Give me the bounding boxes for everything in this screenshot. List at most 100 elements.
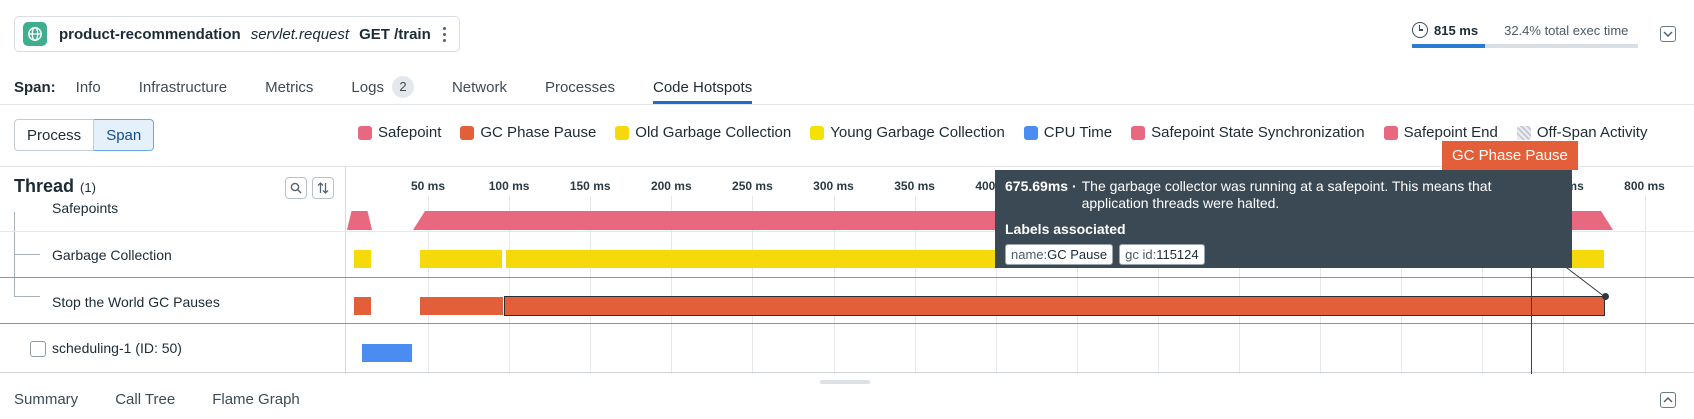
grid-line bbox=[995, 196, 997, 374]
thread-checkbox[interactable] bbox=[30, 341, 46, 357]
row-separator bbox=[0, 372, 1694, 373]
clock-icon bbox=[1412, 22, 1428, 38]
tab-info-label: Info bbox=[75, 78, 101, 96]
legend-label: Off-Span Activity bbox=[1536, 124, 1648, 141]
thread-header: Thread (1) bbox=[14, 176, 96, 197]
axis-tick-label: 150 ms bbox=[569, 179, 611, 193]
tooltip-event-type-badge: GC Phase Pause bbox=[1442, 141, 1578, 170]
row-label-stw-gc-pauses: Stop the World GC Pauses bbox=[52, 294, 220, 310]
axis-tick-label: 200 ms bbox=[650, 179, 692, 193]
grid-line bbox=[1157, 196, 1159, 374]
grid-line bbox=[509, 196, 511, 374]
stw-bar-selected[interactable] bbox=[504, 296, 1605, 316]
tab-network[interactable]: Network bbox=[452, 70, 507, 104]
bottom-tabs: Summary Call Tree Flame Graph bbox=[14, 391, 337, 408]
span-duration: 815 ms 32.4% total exec time bbox=[1412, 20, 1638, 50]
stw-bar[interactable] bbox=[354, 297, 371, 315]
grid-line bbox=[1563, 196, 1565, 374]
legend-label: Old Garbage Collection bbox=[635, 124, 792, 141]
sort-icon bbox=[317, 182, 329, 194]
tab-metrics[interactable]: Metrics bbox=[265, 70, 313, 104]
service-name: product-recommendation bbox=[59, 25, 241, 43]
panel-divider bbox=[345, 166, 346, 374]
axis-tick-label: 250 ms bbox=[732, 179, 773, 193]
tab-logs[interactable]: Logs 2 bbox=[351, 70, 414, 104]
legend-label: CPU Time bbox=[1043, 124, 1113, 141]
axis-tick-label: 350 ms bbox=[894, 179, 935, 193]
grid-line bbox=[914, 196, 916, 374]
safepoint-bar[interactable] bbox=[347, 211, 372, 230]
tab-logs-label: Logs bbox=[351, 78, 384, 96]
grid-line bbox=[1320, 196, 1322, 374]
thread-count: (1) bbox=[80, 180, 96, 195]
row-label-garbage-collection: Garbage Collection bbox=[52, 247, 172, 263]
resize-handle[interactable] bbox=[820, 380, 870, 384]
tab-flame-graph[interactable]: Flame Graph bbox=[212, 391, 300, 408]
span-toggle-button[interactable]: Span bbox=[94, 119, 155, 151]
stw-bar[interactable] bbox=[420, 297, 503, 315]
tab-code-hotspots[interactable]: Code Hotspots bbox=[653, 70, 753, 104]
tag-key: name: bbox=[1011, 247, 1048, 262]
collapse-panel-button[interactable] bbox=[1660, 26, 1676, 42]
search-button[interactable] bbox=[285, 177, 307, 199]
axis-tick-label: 300 ms bbox=[813, 179, 854, 193]
row-label-safepoints: Safepoints bbox=[52, 200, 119, 216]
tab-code-hotspots-label: Code Hotspots bbox=[653, 78, 753, 96]
legend-swatch bbox=[1023, 125, 1038, 140]
grid-line bbox=[428, 196, 429, 374]
legend-swatch bbox=[1383, 125, 1398, 140]
legend-item-cpu-time[interactable]: CPU Time bbox=[1023, 124, 1113, 141]
legend-item-safepoint-end[interactable]: Safepoint End bbox=[1383, 124, 1498, 141]
tooltip-description: The garbage collector was running at a s… bbox=[1081, 178, 1492, 211]
row-separator bbox=[0, 277, 1694, 278]
tab-infrastructure[interactable]: Infrastructure bbox=[139, 70, 227, 104]
row-separator bbox=[0, 231, 1694, 232]
grid-line bbox=[1076, 196, 1078, 374]
grid-line bbox=[1401, 196, 1403, 374]
tab-metrics-label: Metrics bbox=[265, 78, 314, 96]
legend-swatch bbox=[1131, 125, 1146, 140]
legend-label: Safepoint bbox=[378, 124, 442, 141]
exec-time-percentage: 32.4% total exec time bbox=[1504, 22, 1629, 38]
grid-line bbox=[590, 196, 592, 374]
search-icon bbox=[290, 182, 302, 194]
tooltip-duration: 675.69ms · bbox=[1005, 178, 1077, 194]
legend-swatch bbox=[615, 125, 630, 140]
span-tabs: Span: Info Infrastructure Metrics Logs 2 … bbox=[14, 70, 790, 104]
expand-panel-button[interactable] bbox=[1660, 392, 1676, 408]
tab-summary[interactable]: Summary bbox=[14, 391, 79, 408]
tree-line bbox=[14, 254, 40, 255]
span-header-pill[interactable]: product-recommendation servlet.request G… bbox=[14, 16, 460, 52]
gc-bar[interactable] bbox=[420, 250, 502, 268]
legend-item-off-span[interactable]: Off-Span Activity bbox=[1516, 124, 1648, 141]
legend-item-safepoint-sync[interactable]: Safepoint State Synchronization bbox=[1131, 124, 1365, 141]
chevron-down-icon bbox=[1663, 31, 1673, 37]
tab-infrastructure-label: Infrastructure bbox=[138, 78, 228, 96]
tooltip-labels-title: Labels associated bbox=[1005, 221, 1126, 237]
axis-tick-label: 50 ms bbox=[410, 179, 446, 193]
legend-item-safepoint[interactable]: Safepoint bbox=[358, 124, 441, 141]
legend-label: Safepoint End bbox=[1403, 124, 1498, 141]
cpu-time-bar[interactable] bbox=[362, 344, 412, 362]
legend-label: Safepoint State Synchronization bbox=[1151, 124, 1365, 141]
legend-item-young-gc[interactable]: Young Garbage Collection bbox=[810, 124, 1005, 141]
duration-value: 815 ms bbox=[1434, 22, 1479, 38]
legend-item-old-gc[interactable]: Old Garbage Collection bbox=[615, 124, 791, 141]
tooltip-tag: name:GC Pause bbox=[1005, 244, 1114, 265]
grid-line bbox=[1644, 196, 1646, 374]
gc-bar[interactable] bbox=[354, 250, 371, 268]
tab-info[interactable]: Info bbox=[76, 70, 101, 104]
legend-swatch bbox=[460, 125, 475, 140]
legend-item-gc-phase-pause[interactable]: GC Phase Pause bbox=[460, 124, 596, 141]
legend-label: Young Garbage Collection bbox=[830, 124, 1005, 141]
legend-swatch bbox=[1516, 125, 1531, 140]
axis-tick-label: 800 ms bbox=[1624, 179, 1665, 193]
grid-line bbox=[752, 196, 754, 374]
more-options-icon[interactable] bbox=[437, 26, 451, 42]
tab-call-tree[interactable]: Call Tree bbox=[115, 391, 176, 408]
sort-button[interactable] bbox=[312, 177, 334, 199]
process-toggle-button[interactable]: Process bbox=[14, 119, 95, 151]
tab-processes[interactable]: Processes bbox=[545, 70, 615, 104]
legend-swatch bbox=[810, 125, 825, 140]
tab-network-label: Network bbox=[451, 78, 507, 96]
